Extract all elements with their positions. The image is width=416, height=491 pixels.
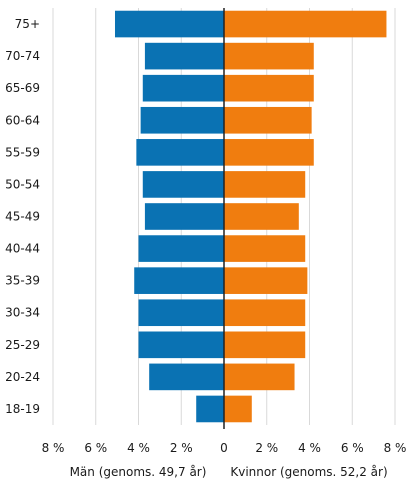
bar-male-35-39 <box>134 267 224 294</box>
bar-male-30-34 <box>138 299 224 327</box>
x-tick-label: 0 <box>220 441 228 455</box>
x-tick-label: 2 % <box>170 441 193 455</box>
bar-female-18-19 <box>224 395 252 423</box>
bar-female-30-34 <box>224 299 306 327</box>
bar-female-35-39 <box>224 267 308 294</box>
category-label: 50-54 <box>5 177 40 191</box>
category-label: 30-34 <box>5 306 40 320</box>
bar-female-45-49 <box>224 203 299 230</box>
category-label: 45-49 <box>5 210 40 224</box>
bar-female-70-74 <box>224 42 314 70</box>
x-tick-label: 4 % <box>127 441 150 455</box>
bar-female-60-64 <box>224 106 312 134</box>
bar-female-50-54 <box>224 171 306 198</box>
category-label: 65-69 <box>5 81 40 95</box>
bar-male-65-69 <box>142 74 224 102</box>
category-label: 25-29 <box>5 338 40 352</box>
bar-female-65-69 <box>224 74 314 102</box>
bar-male-55-59 <box>136 139 224 166</box>
x-tick-label: 8 % <box>384 441 407 455</box>
female-series-label: Kvinnor (genoms. 52,2 år) <box>230 465 387 479</box>
category-label: 40-44 <box>5 242 40 256</box>
x-tick-label: 4 % <box>298 441 321 455</box>
x-tick-label: 2 % <box>255 441 278 455</box>
category-label: 60-64 <box>5 113 40 127</box>
category-labels: 75+ 70-74 65-69 60-64 55-59 50-54 45-49 40-44 35… <box>5 17 40 416</box>
bar-male-18-19 <box>196 395 224 423</box>
x-tick-label: 8 % <box>42 441 65 455</box>
bar-male-70-74 <box>144 42 224 70</box>
category-label: 70-74 <box>5 49 40 63</box>
bars <box>114 10 387 423</box>
category-label: 20-24 <box>5 370 40 384</box>
category-label: 35-39 <box>5 274 40 288</box>
bar-male-40-44 <box>138 235 224 262</box>
bar-male-25-29 <box>138 331 224 359</box>
x-tick-label: 6 % <box>84 441 107 455</box>
category-label: 55-59 <box>5 145 40 159</box>
category-label: 75+ <box>15 17 40 31</box>
bar-male-45-49 <box>144 203 224 230</box>
x-tick-label: 6 % <box>341 441 364 455</box>
category-label: 18-19 <box>5 402 40 416</box>
bar-male-20-24 <box>149 363 224 391</box>
bar-female-40-44 <box>224 235 306 262</box>
bar-female-25-29 <box>224 331 306 359</box>
male-series-label: Män (genoms. 49,7 år) <box>70 465 207 479</box>
x-tick-labels: 8 % 6 % 4 % 2 % 0 2 % 4 % 6 % 8 % <box>42 441 407 455</box>
bar-female-20-24 <box>224 363 295 391</box>
bar-male-50-54 <box>142 171 224 198</box>
bar-female-55-59 <box>224 139 314 166</box>
bar-male-60-64 <box>140 106 224 134</box>
bar-male-75+ <box>114 10 224 38</box>
bar-female-75+ <box>224 10 387 38</box>
